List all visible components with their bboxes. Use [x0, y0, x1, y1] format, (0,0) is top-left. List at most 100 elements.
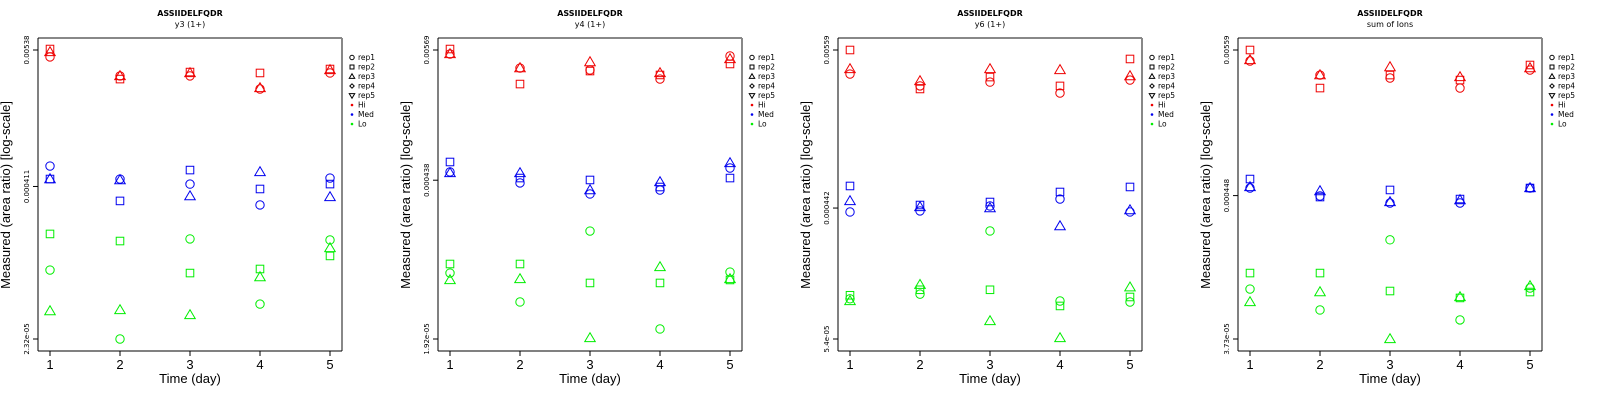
y-tick-label: 1.92e-05 [423, 323, 431, 354]
point-hi-rep2-day4 [1055, 81, 1065, 91]
point-hi-rep2-day2 [915, 84, 925, 94]
point-med-rep2-day2 [1315, 192, 1325, 202]
point-med-rep1-day1 [45, 161, 55, 171]
data-points [843, 45, 1137, 343]
point-lo-rep2-day3 [1385, 286, 1395, 296]
y-tick-labels: 0.00569 0.000438 1.92e-05 [423, 36, 431, 355]
point-med-rep3-day3 [583, 183, 597, 195]
y-tick-label: 0.000442 [823, 191, 831, 224]
point-lo-rep3-day3 [983, 314, 997, 326]
point-lo-rep1-day2 [515, 297, 525, 307]
point-hi-rep3-day3 [983, 62, 997, 74]
point-hi-rep2-day1 [1245, 45, 1255, 55]
plot-frame [833, 37, 1143, 356]
chart-title: ASSIIDELFQDR [157, 9, 223, 18]
point-hi-rep3-day5 [723, 52, 737, 64]
legend-rep1-icon [1149, 54, 1155, 61]
legend-label: rep3 [358, 72, 375, 81]
point-lo-rep1-day3 [1385, 235, 1395, 245]
point-hi-rep1-day4 [1055, 88, 1065, 98]
legend-label: rep2 [1158, 63, 1175, 72]
point-lo-rep3-day1 [43, 304, 57, 316]
x-axis-label: Time (day) [959, 371, 1021, 386]
x-tick-labels: 1 2 3 4 5 [446, 357, 733, 372]
point-med-rep3-day3 [1383, 195, 1397, 207]
point-hi-rep3-day5 [1123, 69, 1137, 81]
legend-label: Hi [758, 101, 766, 110]
legend-label: rep1 [758, 53, 775, 62]
legend-label: rep1 [1158, 53, 1175, 62]
y-tick-label: 0.00538 [23, 36, 31, 65]
point-med-rep3-day2 [913, 200, 927, 212]
point-lo-rep3-day4 [1053, 331, 1067, 343]
point-med-rep1-day5 [325, 173, 335, 183]
point-hi-rep2-day5 [725, 59, 735, 69]
point-lo-rep2-day2 [515, 259, 525, 269]
legend-label: Hi [1158, 101, 1166, 110]
legend-label: rep3 [758, 72, 775, 81]
legend-rep3-icon [348, 72, 356, 79]
legend-label: rep4 [358, 82, 375, 91]
y-tick-label: 3.73e-05 [1223, 323, 1231, 354]
point-hi-rep3-day1 [843, 62, 857, 74]
legend-label: Med [758, 110, 774, 119]
point-hi-rep2-day5 [1525, 60, 1535, 70]
point-lo-rep3-day3 [583, 331, 597, 343]
legend-label: rep2 [758, 63, 775, 72]
x-tick-label: 1 [846, 357, 853, 372]
point-lo-rep1-day2 [115, 334, 125, 344]
y-axis-label: Measured (area ratio) [log-scale] [1200, 101, 1213, 289]
point-lo-rep1-day1 [1245, 284, 1255, 294]
legend-label: rep1 [1558, 53, 1575, 62]
point-lo-rep3-day4 [253, 270, 267, 282]
y-tick-label: 0.000448 [1223, 179, 1231, 212]
point-med-rep1-day1 [845, 207, 855, 217]
x-tick-label: 4 [656, 357, 663, 372]
x-tick-label: 2 [116, 357, 123, 372]
legend-label: rep4 [758, 82, 775, 91]
x-tick-label: 2 [1316, 357, 1323, 372]
point-med-rep2-day4 [1055, 187, 1065, 197]
point-hi-rep3-day4 [1053, 63, 1067, 75]
point-med-rep3-day4 [1453, 193, 1467, 205]
point-lo-rep2-day1 [45, 229, 55, 239]
point-hi-rep3-day3 [183, 66, 197, 78]
legend-rep5-icon [348, 93, 356, 100]
x-axis-label: Time (day) [1359, 371, 1421, 386]
point-med-rep2-day4 [655, 182, 665, 192]
x-tick-label: 4 [256, 357, 263, 372]
data-points [43, 44, 337, 344]
legend-rep5-icon [1148, 93, 1156, 100]
point-hi-rep1-day2 [1315, 70, 1325, 80]
point-lo-rep1-day2 [915, 289, 925, 299]
point-lo-rep2-day3 [585, 278, 595, 288]
point-hi-rep3-day2 [913, 74, 927, 86]
point-med-rep3-day5 [1523, 181, 1537, 193]
chart-subtitle: y6 (1+) [975, 20, 1005, 29]
x-tick-label: 3 [186, 357, 193, 372]
point-lo-rep1-day1 [45, 265, 55, 275]
chart-panel-y4: ASSIIDELFQDR y4 (1+) Measured (area rati… [400, 0, 800, 400]
x-tick-label: 2 [516, 357, 523, 372]
point-hi-rep2-day4 [1455, 75, 1465, 85]
point-lo-rep1-day3 [185, 234, 195, 244]
legend-label: Lo [758, 120, 767, 129]
point-hi-rep2-day3 [585, 66, 595, 76]
point-hi-rep2-day5 [1125, 54, 1135, 64]
point-lo-rep2-day4 [255, 264, 265, 274]
y-axis-label: Measured (area ratio) [log-scale] [0, 101, 13, 289]
point-hi-rep1-day3 [1385, 73, 1395, 83]
point-med-rep3-day2 [513, 166, 527, 178]
point-lo-rep3-day1 [443, 273, 457, 285]
legend-rep3-icon [1548, 72, 1556, 79]
legend-label: rep5 [358, 91, 375, 100]
legend-med-icon [350, 113, 354, 116]
point-lo-rep2-day5 [325, 251, 335, 261]
chart-subtitle: sum of Ions [1367, 20, 1413, 29]
point-hi-rep1-day2 [915, 81, 925, 91]
point-hi-rep3-day2 [513, 61, 527, 73]
point-med-rep2-day2 [515, 173, 525, 183]
x-tick-label: 3 [586, 357, 593, 372]
legend-label: Med [1158, 110, 1174, 119]
